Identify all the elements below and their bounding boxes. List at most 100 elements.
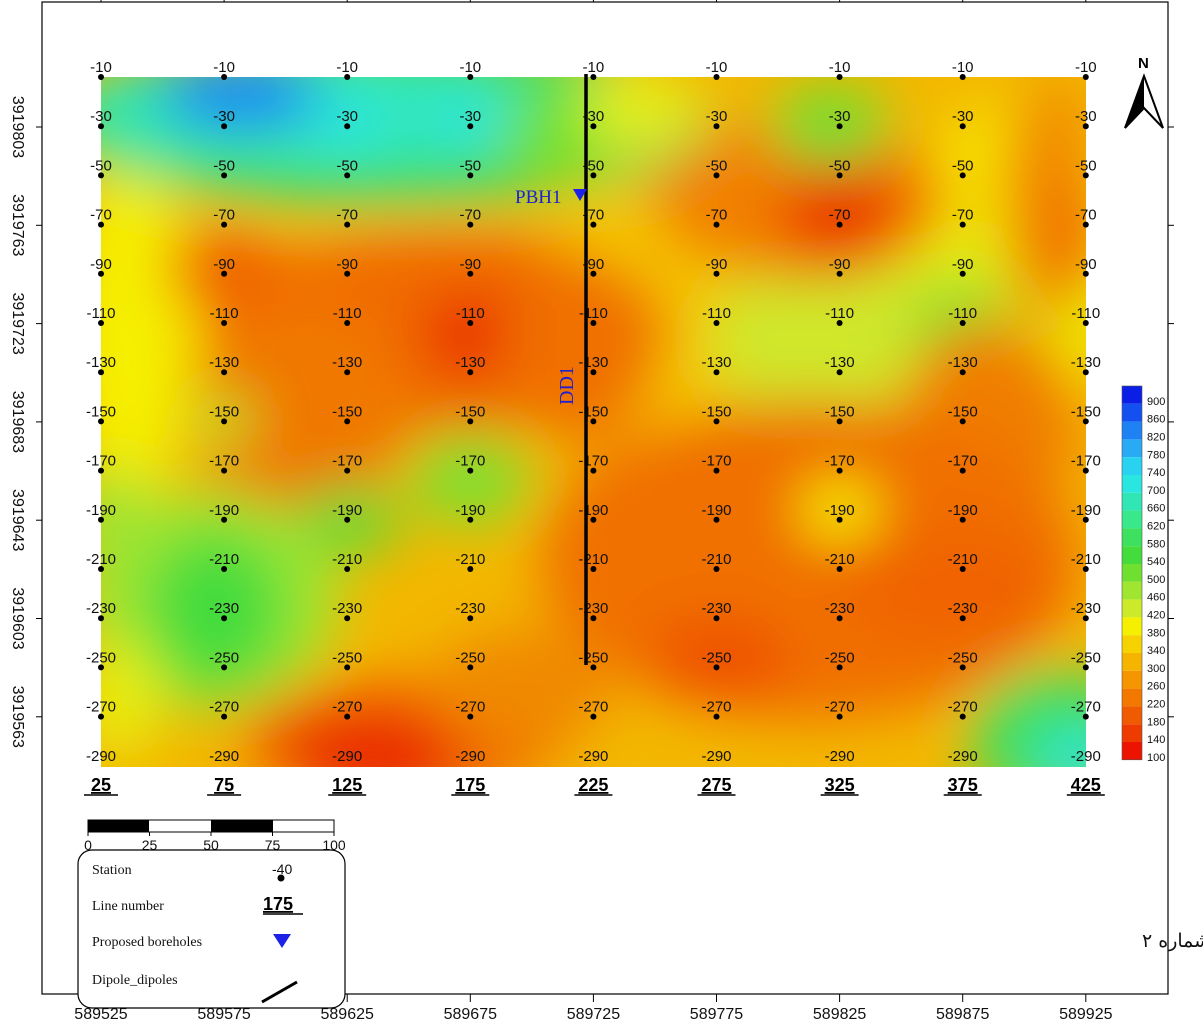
x-coordinate-label: 589825 <box>813 1006 866 1023</box>
station-dot <box>713 516 720 523</box>
station-depth-label: -210 <box>825 551 855 568</box>
station-depth-label: -50 <box>90 157 112 174</box>
colorbar-value: 180 <box>1147 716 1165 728</box>
station-dot <box>1082 615 1089 622</box>
colorbar-swatch <box>1122 564 1142 582</box>
colorbar-value: 820 <box>1147 432 1165 444</box>
colorbar-value: 660 <box>1147 503 1165 515</box>
station-depth-label: -150 <box>1071 403 1101 420</box>
station-depth-label: -290 <box>701 748 731 765</box>
colorbar-swatch <box>1122 617 1142 636</box>
station-dot <box>344 615 351 622</box>
station-dot <box>836 172 843 179</box>
station-dot <box>959 172 966 179</box>
station-dot <box>590 172 597 179</box>
legend-dipole-label: Dipole_dipoles <box>92 973 178 988</box>
x-coordinate-label: 589675 <box>444 1006 497 1023</box>
station-dot <box>1082 270 1089 277</box>
colorbar-value: 860 <box>1147 414 1165 426</box>
station-dot <box>467 123 474 130</box>
colorbar-swatch <box>1122 635 1142 653</box>
station-depth-label: -210 <box>209 551 239 568</box>
station-dot <box>98 713 104 720</box>
station-depth-label: -130 <box>209 354 239 371</box>
station-dot <box>590 369 597 376</box>
colorbar-swatch <box>1122 653 1142 671</box>
station-dot <box>98 664 104 671</box>
y-coordinate-label: 3919763 <box>9 194 26 256</box>
station-depth-label: -90 <box>1075 256 1097 273</box>
station-dot <box>344 418 351 425</box>
station-depth-label: -270 <box>455 699 485 716</box>
station-dot <box>713 566 720 572</box>
scale-bar: 0 25 50 75 100 <box>84 819 346 853</box>
scale-tick-label: 50 <box>203 837 219 853</box>
station-depth-label: -250 <box>332 649 362 666</box>
line-number-label: 25 <box>91 775 111 795</box>
colorbar-value: 100 <box>1147 752 1165 764</box>
station-dot <box>344 713 351 720</box>
station-depth-label: -10 <box>336 59 358 76</box>
station-dot <box>713 713 720 720</box>
station-dot <box>590 418 597 425</box>
station-dot <box>959 369 966 376</box>
line-number-label: 175 <box>455 775 485 795</box>
station-depth-label: -290 <box>578 748 608 765</box>
station-depth-label: -170 <box>1071 453 1101 470</box>
station-depth-label: -150 <box>209 403 239 420</box>
station-depth-label: -130 <box>332 354 362 371</box>
station-dot <box>590 664 597 671</box>
station-depth-label: -30 <box>90 108 112 125</box>
colorbar-value: 420 <box>1147 610 1165 622</box>
station-dot <box>713 172 720 179</box>
station-dot <box>590 123 597 130</box>
station-depth-label: -170 <box>578 453 608 470</box>
station-dot <box>98 467 104 474</box>
station-depth-label: -170 <box>209 453 239 470</box>
colorbar-swatch <box>1122 670 1142 689</box>
station-depth-label: -10 <box>829 59 851 76</box>
station-depth-label: -50 <box>952 157 974 174</box>
color-scale-bar: 900 860 820 780 740 700 660 620 580 540 500 460 420 3… <box>1121 385 1165 764</box>
station-depth-label: -130 <box>86 354 116 371</box>
station-dot <box>959 320 966 326</box>
station-depth-label: -110 <box>702 305 731 322</box>
station-depth-label: -230 <box>825 600 855 617</box>
colorbar-swatch <box>1122 528 1142 547</box>
station-dot <box>467 566 474 572</box>
station-dot <box>344 74 351 80</box>
line-number-label: 275 <box>701 775 731 795</box>
station-dot <box>959 664 966 671</box>
legend-box: Station -40 Line number 175 Proposed bor… <box>77 849 346 1009</box>
station-depth-label: -190 <box>1071 502 1101 519</box>
legend-dipole-icon <box>261 980 298 1004</box>
station-depth-label: -110 <box>210 305 239 322</box>
station-dot <box>98 320 104 326</box>
station-dot <box>836 467 843 474</box>
station-dot <box>98 566 104 572</box>
station-dot <box>98 123 104 130</box>
station-dot <box>467 320 474 326</box>
station-dot <box>959 516 966 523</box>
station-depth-label: -210 <box>86 551 116 568</box>
colorbar-swatch <box>1122 724 1142 742</box>
station-dot <box>467 467 474 474</box>
station-depth-label: -190 <box>209 502 239 519</box>
station-dot <box>98 74 104 80</box>
station-dot <box>590 221 597 228</box>
station-dot <box>98 615 104 622</box>
station-dot <box>221 467 228 474</box>
station-dot <box>590 467 597 474</box>
colorbar-value: 740 <box>1147 467 1165 479</box>
colorbar-value: 460 <box>1147 592 1165 604</box>
frame-ticks <box>36 0 1174 1002</box>
station-depth-label: -250 <box>1071 649 1101 666</box>
station-dot <box>1082 516 1089 523</box>
station-depth-label: -30 <box>459 108 481 125</box>
station-depth-label: -70 <box>706 207 728 224</box>
colorbar-value: 780 <box>1147 449 1165 461</box>
colorbar-swatch <box>1122 546 1142 564</box>
station-depth-label: -170 <box>455 453 485 470</box>
station-depth-label: -270 <box>332 699 362 716</box>
